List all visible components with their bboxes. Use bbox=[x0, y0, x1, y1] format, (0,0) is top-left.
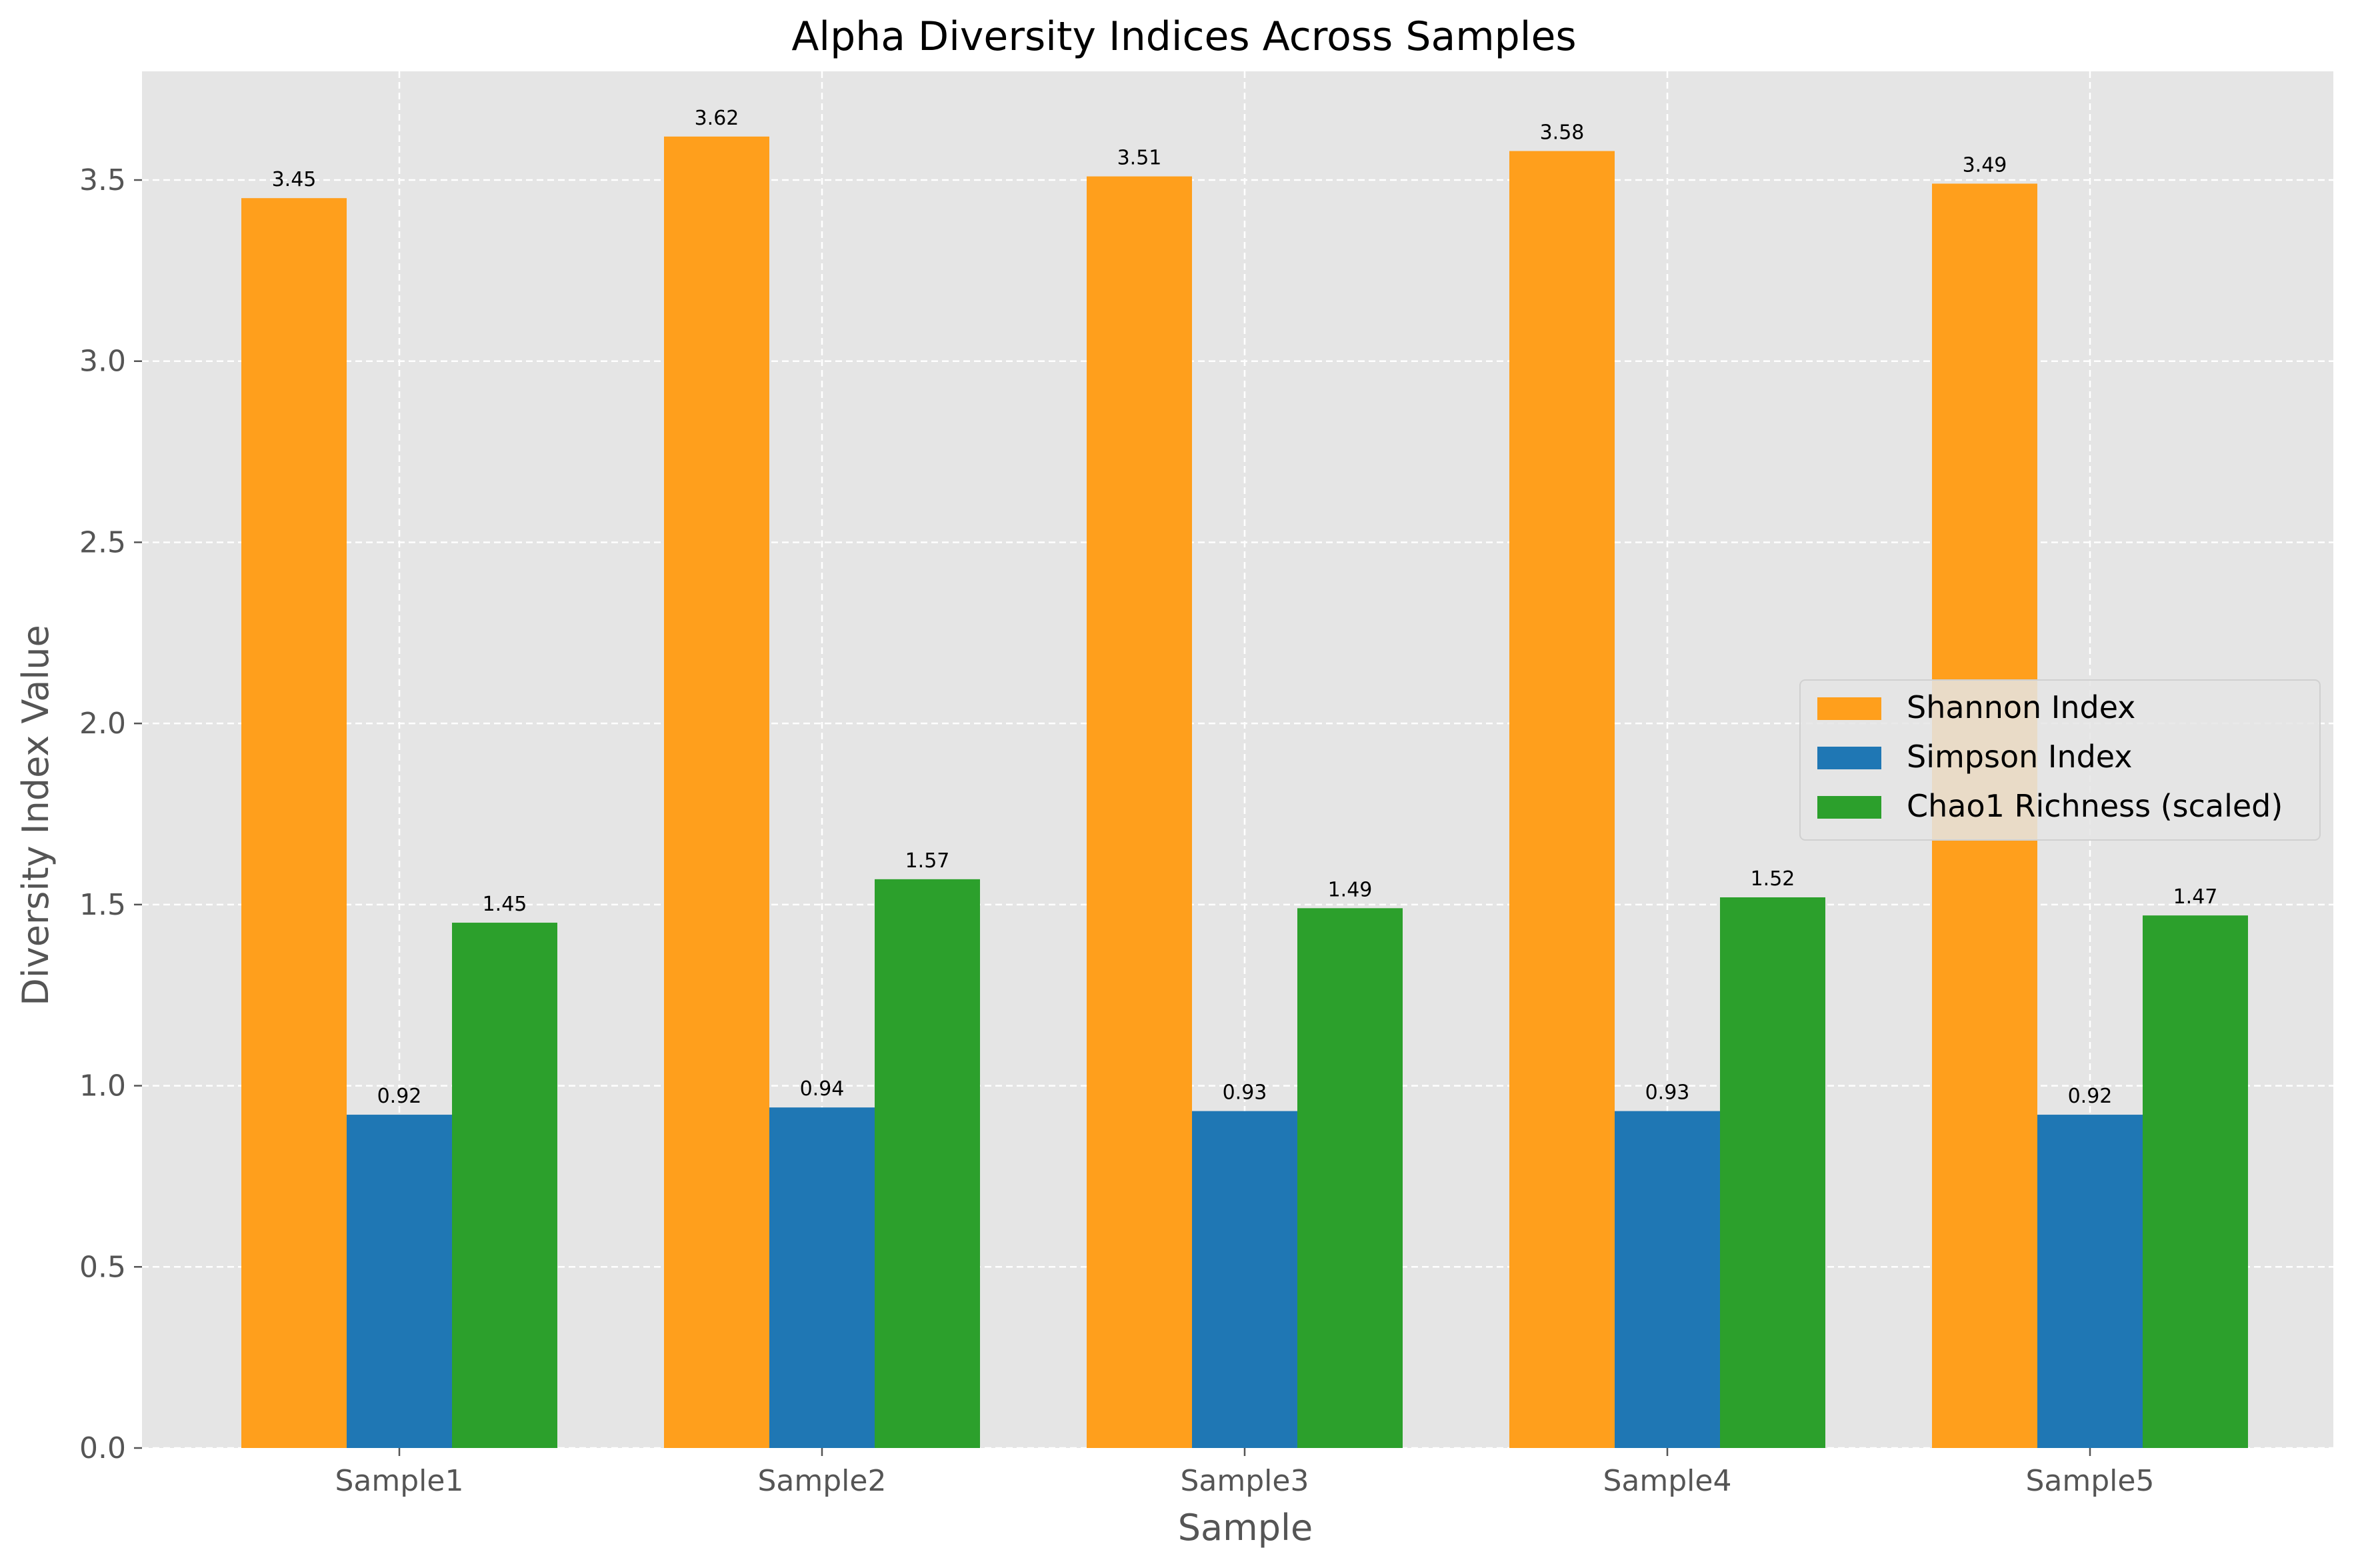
legend-swatch bbox=[1817, 697, 1881, 720]
bar bbox=[1297, 908, 1403, 1448]
y-tick-label: 0.0 bbox=[79, 1431, 126, 1465]
bar bbox=[1615, 1111, 1720, 1448]
x-axis-label: Sample bbox=[1178, 1507, 1313, 1549]
bar bbox=[452, 923, 557, 1448]
data-label: 1.45 bbox=[483, 893, 527, 916]
legend-swatch bbox=[1817, 747, 1881, 769]
data-label: 1.47 bbox=[2173, 885, 2218, 909]
data-label: 3.45 bbox=[272, 168, 317, 191]
legend-swatch bbox=[1817, 796, 1881, 819]
data-label: 1.52 bbox=[1751, 867, 1795, 891]
y-tick-label: 1.5 bbox=[79, 888, 126, 922]
x-tick-label: Sample5 bbox=[2026, 1464, 2155, 1498]
y-tick-label: 2.5 bbox=[79, 525, 126, 559]
legend-label: Chao1 Richness (scaled) bbox=[1907, 788, 2283, 824]
x-tick-label: Sample3 bbox=[1181, 1464, 1309, 1498]
y-tick-label: 1.0 bbox=[79, 1069, 126, 1103]
bar bbox=[1087, 176, 1192, 1449]
y-axis-label: Diversity Index Value bbox=[15, 625, 57, 1006]
data-label: 0.93 bbox=[1223, 1081, 1267, 1105]
data-labels: 3.45 3.62 3.51 3.58 3.49 0.92 0.94 0.93 0.93 0.92… bbox=[272, 107, 2218, 1108]
bar bbox=[664, 136, 769, 1448]
y-tick-label: 3.0 bbox=[79, 345, 126, 379]
x-tick-label: Sample1 bbox=[335, 1464, 464, 1498]
data-label: 3.49 bbox=[1963, 153, 2007, 177]
bar bbox=[2037, 1115, 2143, 1448]
bar bbox=[241, 198, 347, 1448]
data-label: 0.94 bbox=[800, 1077, 845, 1101]
legend-label: Shannon Index bbox=[1907, 689, 2135, 725]
y-tick-label: 0.5 bbox=[79, 1250, 126, 1284]
data-label: 0.93 bbox=[1645, 1081, 1690, 1105]
bar bbox=[2143, 915, 2248, 1448]
bar bbox=[347, 1115, 452, 1448]
data-label: 3.58 bbox=[1540, 121, 1585, 145]
data-label: 1.57 bbox=[905, 849, 950, 873]
data-label: 1.49 bbox=[1328, 878, 1373, 901]
bar bbox=[1192, 1111, 1297, 1448]
legend: Shannon Index Simpson Index Chao1 Richness… bbox=[1799, 679, 2321, 841]
bar bbox=[1720, 897, 1825, 1448]
x-tick-label: Sample2 bbox=[758, 1464, 887, 1498]
y-axis-ticks: 0.0 0.5 1.0 1.5 2.0 2.5 3.0 3.5 bbox=[79, 163, 142, 1465]
legend-frame bbox=[1799, 679, 2321, 841]
bar bbox=[1509, 151, 1615, 1449]
bar bbox=[769, 1107, 875, 1448]
data-label: 0.92 bbox=[377, 1085, 422, 1108]
y-tick-label: 2.0 bbox=[79, 707, 126, 741]
y-tick-label: 3.5 bbox=[79, 163, 126, 197]
chart-title: Alpha Diversity Indices Across Samples bbox=[791, 13, 1576, 60]
x-axis-ticks: Sample1 Sample2 Sample3 Sample4 Sample5 bbox=[335, 1448, 2155, 1498]
data-label: 3.51 bbox=[1117, 147, 1162, 170]
data-label: 3.62 bbox=[695, 107, 739, 130]
data-label: 0.92 bbox=[2068, 1085, 2113, 1108]
x-tick-label: Sample4 bbox=[1603, 1464, 1732, 1498]
legend-label: Simpson Index bbox=[1907, 739, 2133, 775]
bar bbox=[875, 879, 980, 1448]
